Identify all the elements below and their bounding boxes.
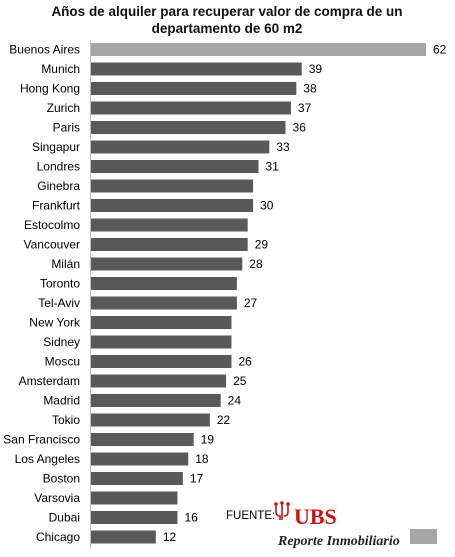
reporte-inmobiliario-mark (410, 529, 437, 544)
ubs-keys-icon (274, 501, 290, 520)
data-label: 26 (238, 355, 252, 369)
category-label: Tokio (52, 413, 80, 427)
chart-title-line-2: departamento de 60 m2 (152, 21, 303, 36)
data-label: 17 (190, 472, 204, 486)
data-label: 38 (303, 82, 317, 96)
data-label: 31 (266, 160, 280, 174)
category-label: Tel-Aviv (38, 296, 80, 310)
data-label: 25 (233, 374, 247, 388)
category-labels: Buenos Aires Munich Hong Kong Zurich Paris Si… (3, 43, 81, 545)
category-label: New York (29, 316, 81, 330)
category-label: Frankfurt (32, 199, 81, 213)
bar (91, 316, 232, 329)
source-label: FUENTE: (226, 510, 275, 522)
chart-title-line-1: Años de alquiler para recuperar valor de… (51, 4, 402, 19)
bar (91, 374, 227, 388)
bar (91, 121, 286, 134)
bar (91, 491, 178, 505)
bar (91, 511, 178, 524)
category-label: Hong Kong (20, 82, 80, 96)
bar (91, 257, 243, 271)
data-label: 12 (163, 530, 177, 544)
bar (91, 218, 248, 232)
data-label: 27 (244, 296, 258, 310)
data-label: 39 (309, 62, 323, 76)
data-label: 62 (433, 43, 447, 57)
category-label: Los Angeles (15, 452, 80, 466)
bar (91, 530, 156, 544)
bar (91, 140, 270, 154)
bar (91, 452, 189, 466)
category-label: Varsovia (34, 491, 80, 505)
bar (91, 238, 248, 251)
category-label: Vancouver (24, 238, 80, 252)
category-label: Paris (53, 121, 80, 135)
category-label: Buenos Aires (9, 43, 80, 57)
category-label: Boston (43, 472, 80, 486)
reporte-inmobiliario-logo: Reporte Inmobiliario (277, 534, 400, 549)
bar (91, 472, 183, 485)
bar (91, 277, 237, 290)
data-label: 36 (293, 121, 307, 135)
category-label: Amsterdam (19, 374, 80, 388)
bar (91, 82, 297, 95)
category-label: Singapur (32, 140, 80, 154)
category-label: San Francisco (3, 433, 80, 447)
category-label: Madrid (43, 394, 80, 408)
category-label: Londres (37, 160, 80, 174)
category-label: Sidney (43, 335, 80, 349)
bar (91, 199, 254, 212)
ubs-logo-text: UBS (294, 504, 337, 529)
source-block: FUENTE: UBS Reporte Inmobiliario (226, 501, 437, 549)
data-label: 18 (195, 452, 209, 466)
bar (91, 335, 232, 349)
category-label: Dubai (49, 511, 80, 525)
bar (91, 101, 291, 115)
bar (91, 179, 254, 193)
category-label: Milán (51, 257, 80, 271)
bar (91, 296, 237, 310)
data-label: 30 (260, 199, 274, 213)
bars-layer (91, 43, 426, 544)
data-label: 29 (255, 238, 269, 252)
category-label: Moscu (45, 355, 80, 369)
category-label: Zurich (47, 101, 80, 115)
bar (91, 394, 221, 407)
data-label: 28 (249, 257, 263, 271)
bar (91, 160, 259, 173)
category-label: Ginebra (37, 179, 80, 193)
category-label: Estocolmo (24, 218, 80, 232)
bar (91, 413, 210, 427)
data-label: 19 (201, 433, 215, 447)
category-label: Munich (41, 62, 80, 76)
data-label: 37 (298, 101, 312, 115)
bar (91, 62, 302, 76)
data-label: 33 (276, 140, 290, 154)
data-label: 22 (217, 413, 231, 427)
bar (91, 433, 194, 446)
data-label: 24 (228, 394, 242, 408)
data-label: 16 (184, 511, 198, 525)
category-label: Toronto (40, 277, 80, 291)
bar (91, 43, 426, 56)
bar (91, 355, 232, 368)
category-label: Chicago (36, 530, 80, 544)
